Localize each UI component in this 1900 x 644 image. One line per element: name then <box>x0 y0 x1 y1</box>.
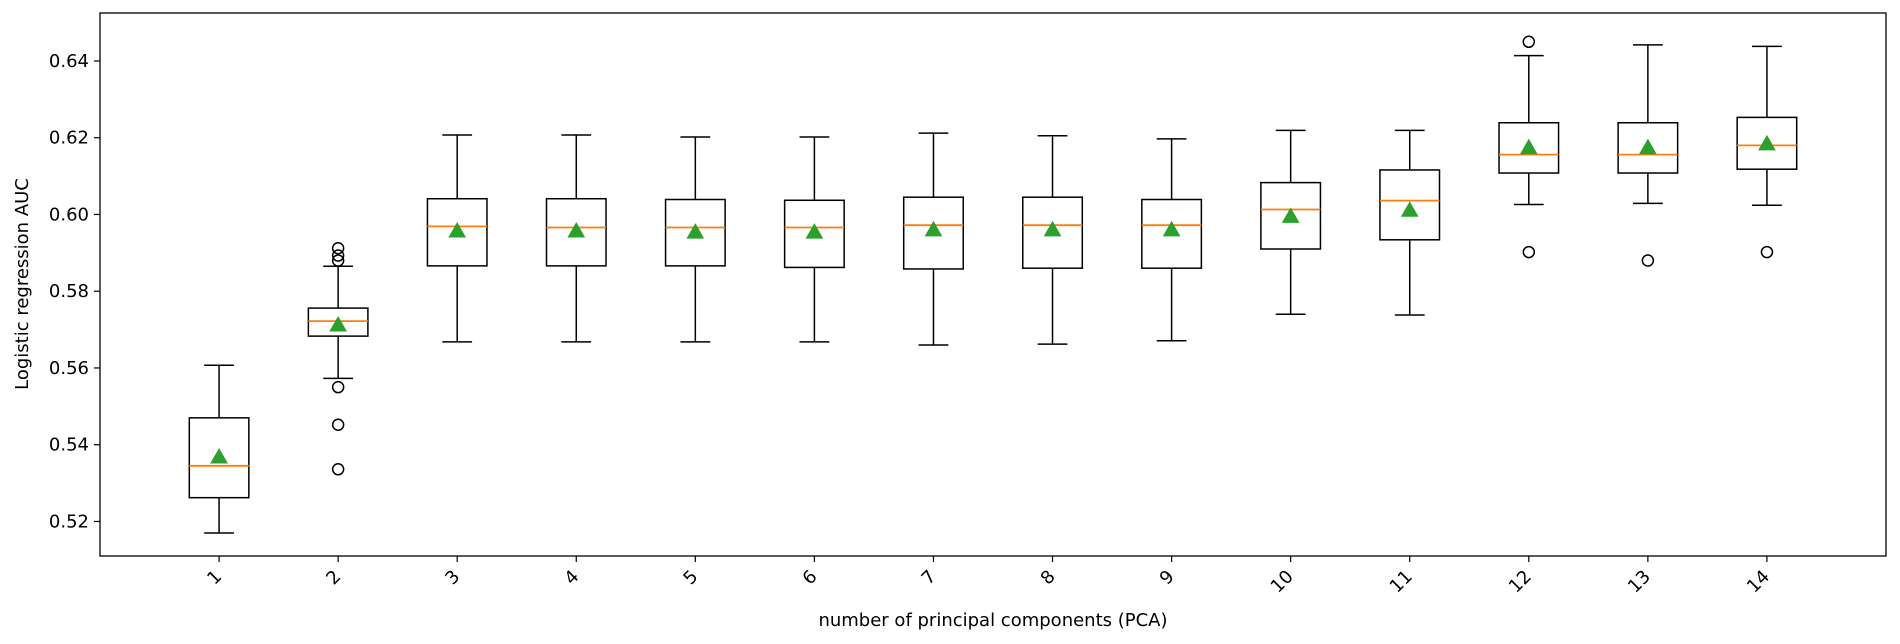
mean-marker <box>686 223 705 239</box>
mean-marker <box>1162 220 1181 237</box>
outlier-point <box>331 418 345 432</box>
mean-marker <box>329 315 347 332</box>
mean-marker <box>1400 201 1419 217</box>
iqr-box <box>1141 198 1203 269</box>
y-axis-label: Logistic regression AUC <box>12 178 33 390</box>
mean-marker <box>805 223 824 239</box>
box-group-2 <box>307 241 369 476</box>
plot-frame <box>99 12 1887 557</box>
box-group-3 <box>426 134 488 343</box>
y-tick-label: 0.52 <box>49 511 89 532</box>
mean-marker <box>1519 138 1538 155</box>
iqr-box <box>1617 122 1679 174</box>
box-group-8 <box>1022 135 1084 345</box>
outlier-point <box>331 380 345 394</box>
outlier-point <box>1641 254 1655 267</box>
mean-marker <box>1281 207 1300 223</box>
mean-marker <box>1639 138 1657 155</box>
outlier-point <box>331 463 345 476</box>
box-group-9 <box>1141 138 1203 342</box>
mean-marker <box>567 221 586 238</box>
box-group-7 <box>902 132 964 346</box>
iqr-box <box>1498 122 1560 174</box>
mean-marker <box>1043 220 1062 237</box>
iqr-box <box>1260 181 1322 250</box>
iqr-box <box>1379 169 1441 241</box>
outlier-point <box>331 254 345 267</box>
iqr-box <box>426 197 488 267</box>
x-axis-label: number of principal components (PCA) <box>818 610 1167 631</box>
y-tick-label: 0.54 <box>49 435 89 456</box>
y-tick-label: 0.60 <box>49 204 89 225</box>
box-group-10 <box>1260 129 1322 315</box>
iqr-box <box>1736 116 1798 170</box>
iqr-box <box>188 417 250 499</box>
iqr-box <box>902 196 964 270</box>
y-axis-ticks: 0.52 0.54 0.56 0.58 0.60 0.62 0.64 <box>49 51 100 532</box>
box-group-6 <box>783 136 845 343</box>
iqr-box <box>783 199 845 269</box>
y-tick-label: 0.62 <box>49 128 89 149</box>
box-group-11 <box>1379 129 1441 316</box>
y-tick-label: 0.64 <box>49 51 89 72</box>
box-group-5 <box>664 136 726 343</box>
box-group-14 <box>1736 45 1798 259</box>
box-group-13 <box>1617 44 1679 267</box>
mean-marker <box>210 447 228 464</box>
mean-marker <box>1758 134 1776 151</box>
outlier-point <box>331 249 345 262</box>
outlier-point <box>331 241 345 255</box>
y-tick-label: 0.58 <box>49 281 89 302</box>
boxes-layer <box>188 35 1798 534</box>
iqr-box <box>307 307 369 337</box>
mean-marker <box>448 221 467 238</box>
outlier-point <box>1522 35 1536 49</box>
iqr-box <box>664 198 726 267</box>
box-group-12 <box>1498 35 1560 259</box>
outlier-point <box>1522 245 1536 259</box>
box-group-1 <box>188 364 250 534</box>
iqr-box <box>545 197 607 267</box>
iqr-box <box>1022 196 1084 269</box>
mean-marker <box>924 220 943 237</box>
y-tick-label: 0.56 <box>49 358 89 379</box>
outlier-point <box>1760 245 1774 259</box>
box-group-4 <box>545 134 607 343</box>
